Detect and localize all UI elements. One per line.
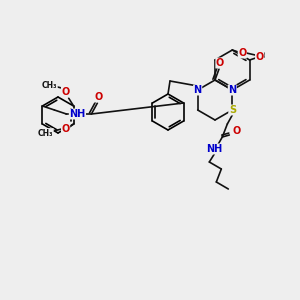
Text: S: S [229, 105, 236, 115]
Text: O: O [61, 87, 70, 97]
Text: CH₃: CH₃ [38, 128, 53, 137]
Text: O: O [61, 124, 70, 134]
Text: O: O [232, 126, 240, 136]
Text: O: O [256, 52, 264, 62]
Text: NH: NH [69, 109, 85, 119]
Text: N: N [228, 85, 236, 95]
Text: N: N [194, 85, 202, 95]
Text: NH: NH [206, 144, 222, 154]
Text: CH₃: CH₃ [42, 80, 57, 89]
Text: O: O [94, 92, 103, 102]
Text: O: O [238, 48, 246, 58]
Text: O: O [216, 58, 224, 68]
